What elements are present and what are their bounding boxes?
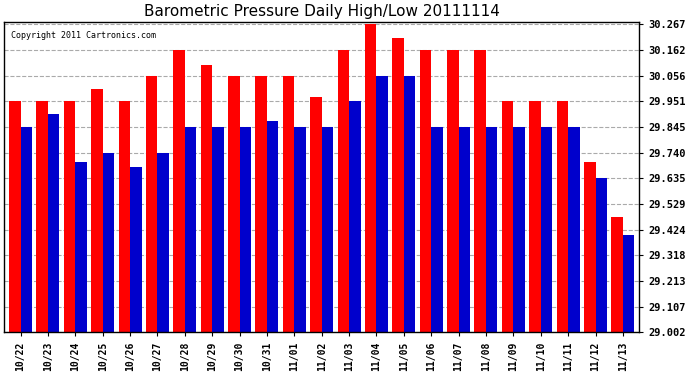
Bar	[393, 38, 404, 332]
Bar	[146, 76, 157, 332]
Bar	[322, 127, 333, 332]
Bar	[48, 114, 59, 332]
Bar	[611, 217, 623, 332]
Bar	[459, 127, 470, 332]
Bar	[283, 76, 295, 332]
Bar	[295, 127, 306, 332]
Bar	[529, 101, 541, 332]
Bar	[475, 50, 486, 332]
Bar	[447, 50, 459, 332]
Bar	[103, 153, 115, 332]
Bar	[541, 127, 552, 332]
Bar	[91, 89, 103, 332]
Bar	[64, 101, 75, 332]
Bar	[228, 76, 239, 332]
Bar	[75, 162, 87, 332]
Bar	[420, 50, 431, 332]
Bar	[157, 153, 169, 332]
Bar	[623, 236, 634, 332]
Bar	[21, 127, 32, 332]
Bar	[173, 50, 185, 332]
Bar	[584, 162, 595, 332]
Bar	[404, 76, 415, 332]
Text: Copyright 2011 Cartronics.com: Copyright 2011 Cartronics.com	[10, 31, 155, 40]
Bar	[349, 101, 361, 332]
Bar	[595, 178, 607, 332]
Bar	[37, 101, 48, 332]
Bar	[213, 127, 224, 332]
Bar	[9, 101, 21, 332]
Bar	[130, 167, 141, 332]
Bar	[513, 127, 525, 332]
Bar	[431, 127, 443, 332]
Bar	[365, 24, 377, 332]
Bar	[119, 101, 130, 332]
Bar	[239, 127, 251, 332]
Bar	[185, 127, 197, 332]
Bar	[310, 96, 322, 332]
Bar	[337, 50, 349, 332]
Bar	[486, 127, 497, 332]
Bar	[568, 127, 580, 332]
Bar	[502, 101, 513, 332]
Bar	[377, 76, 388, 332]
Bar	[267, 121, 279, 332]
Bar	[255, 76, 267, 332]
Title: Barometric Pressure Daily High/Low 20111114: Barometric Pressure Daily High/Low 20111…	[144, 4, 500, 19]
Bar	[557, 101, 568, 332]
Bar	[201, 65, 213, 332]
